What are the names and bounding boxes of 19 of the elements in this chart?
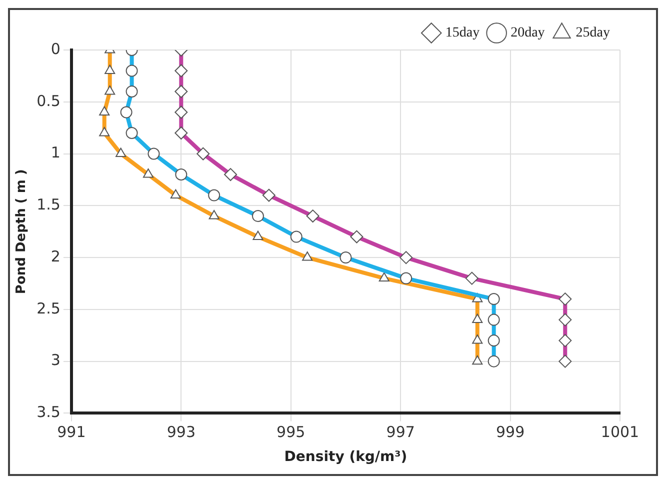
- y-tick-label: 1: [50, 144, 60, 162]
- x-tick-label: 993: [166, 423, 196, 442]
- x-tick-label: 997: [386, 423, 415, 442]
- y-tick-label: 3.5: [36, 403, 60, 422]
- legend-label: 15day: [445, 26, 480, 41]
- x-tick-label: 991: [57, 423, 86, 442]
- y-tick-label: 3: [50, 351, 60, 370]
- y-tick-label: 0: [50, 40, 60, 58]
- x-axis-title: Density (kg/m³): [284, 449, 408, 466]
- legend-label: 25day: [576, 26, 610, 41]
- y-tick-label: 0.5: [36, 92, 60, 110]
- x-tick-label: 995: [276, 423, 306, 442]
- legend-label: 20day: [510, 26, 545, 41]
- y-tick-label: 2: [50, 247, 60, 266]
- x-tick-label: 1001: [600, 423, 640, 442]
- y-tick-label: 1.5: [36, 196, 60, 214]
- y-axis-title: Pond Depth ( m ): [14, 169, 30, 294]
- x-tick-label: 999: [496, 423, 525, 442]
- y-tick-label: 2.5: [36, 299, 60, 318]
